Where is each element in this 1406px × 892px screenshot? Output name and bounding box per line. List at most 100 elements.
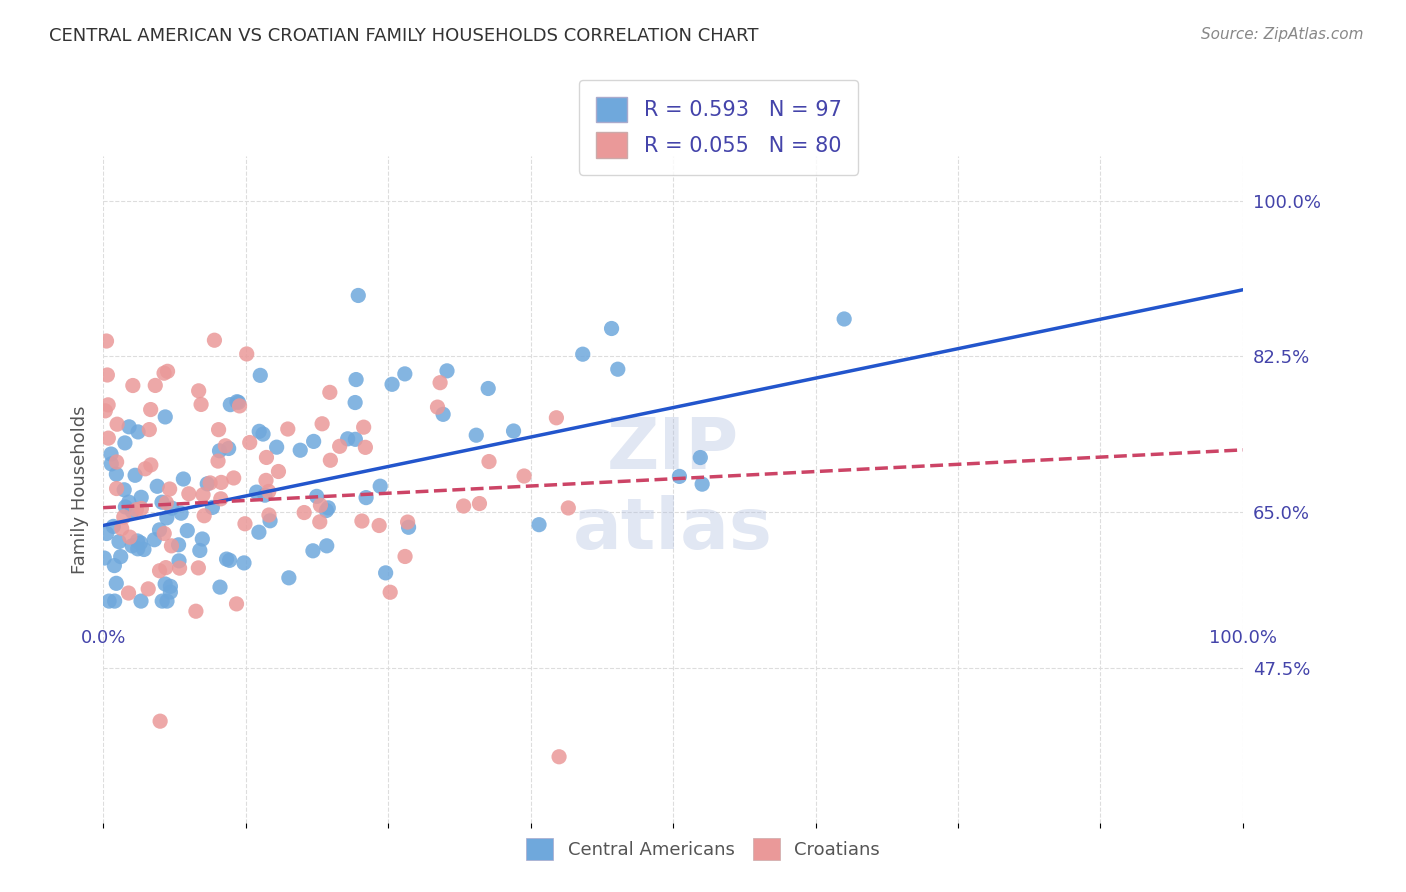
Central Americans (110, 549, 132, 564)
Croatians (453, 499, 475, 513)
Central Americans (228, 395, 250, 409)
Central Americans (316, 500, 339, 515)
Central Americans (315, 503, 337, 517)
Croatians (138, 423, 160, 437)
Central Americans (571, 347, 593, 361)
Central Americans (305, 489, 328, 503)
Central Americans (156, 511, 179, 525)
Croatians (207, 423, 229, 437)
Croatians (319, 385, 342, 400)
Central Americans (225, 394, 247, 409)
Central Americans (93, 551, 115, 566)
Croatians (125, 502, 148, 516)
Croatians (228, 399, 250, 413)
Y-axis label: Family Households: Family Households (72, 406, 89, 574)
Central Americans (302, 544, 325, 558)
Croatians (233, 516, 256, 531)
Croatians (187, 384, 209, 398)
Croatians (380, 585, 402, 599)
Text: CENTRAL AMERICAN VS CROATIAN FAMILY HOUSEHOLDS CORRELATION CHART: CENTRAL AMERICAN VS CROATIAN FAMILY HOUS… (49, 27, 759, 45)
Croatians (193, 508, 215, 523)
Croatians (354, 441, 377, 455)
Croatians (131, 501, 153, 516)
Central Americans (121, 539, 143, 553)
Croatians (309, 498, 332, 512)
Croatians (105, 482, 128, 496)
Croatians (311, 417, 333, 431)
Central Americans (215, 552, 238, 566)
Central Americans (247, 525, 270, 540)
Croatians (368, 518, 391, 533)
Central Americans (127, 425, 149, 439)
Central Americans (167, 538, 190, 552)
Text: Source: ZipAtlas.com: Source: ZipAtlas.com (1201, 27, 1364, 42)
Central Americans (150, 594, 173, 608)
Croatians (96, 368, 118, 382)
Central Americans (160, 501, 183, 516)
Croatians (204, 333, 226, 347)
Croatians (478, 454, 501, 468)
Central Americans (159, 585, 181, 599)
Central Americans (832, 312, 855, 326)
Central Americans (302, 434, 325, 449)
Central Americans (668, 469, 690, 483)
Central Americans (336, 432, 359, 446)
Central Americans (398, 520, 420, 534)
Central Americans (143, 533, 166, 547)
Central Americans (127, 533, 149, 548)
Central Americans (201, 500, 224, 515)
Central Americans (247, 425, 270, 439)
Central Americans (219, 398, 242, 412)
Croatians (177, 487, 200, 501)
Central Americans (103, 558, 125, 573)
Croatians (187, 561, 209, 575)
Central Americans (150, 495, 173, 509)
Central Americans (159, 579, 181, 593)
Croatians (97, 398, 120, 412)
Croatians (214, 439, 236, 453)
Text: 0.0%: 0.0% (80, 630, 125, 648)
Legend: Central Americans, Croatians: Central Americans, Croatians (512, 823, 894, 874)
Croatians (267, 465, 290, 479)
Croatians (155, 560, 177, 574)
Central Americans (191, 532, 214, 546)
Central Americans (259, 514, 281, 528)
Croatians (254, 474, 277, 488)
Central Americans (195, 476, 218, 491)
Croatians (319, 453, 342, 467)
Central Americans (502, 424, 524, 438)
Croatians (191, 488, 214, 502)
Text: ZIP
atlas: ZIP atlas (574, 416, 773, 565)
Central Americans (155, 409, 177, 424)
Central Americans (606, 362, 628, 376)
Croatians (222, 471, 245, 485)
Central Americans (344, 373, 367, 387)
Central Americans (103, 519, 125, 533)
Central Americans (156, 594, 179, 608)
Croatians (239, 435, 262, 450)
Croatians (94, 404, 117, 418)
Croatians (353, 420, 375, 434)
Central Americans (129, 594, 152, 608)
Croatians (153, 366, 176, 380)
Croatians (426, 400, 449, 414)
Croatians (207, 454, 229, 468)
Croatians (105, 417, 128, 432)
Croatians (134, 462, 156, 476)
Central Americans (127, 541, 149, 556)
Central Americans (108, 534, 131, 549)
Croatians (329, 439, 352, 453)
Central Americans (129, 491, 152, 505)
Central Americans (114, 500, 136, 514)
Croatians (111, 521, 134, 535)
Central Americans (245, 485, 267, 500)
Croatians (117, 586, 139, 600)
Central Americans (118, 420, 141, 434)
Central Americans (233, 556, 256, 570)
Central Americans (153, 577, 176, 591)
Central Americans (253, 488, 276, 502)
Central Americans (96, 526, 118, 541)
Central Americans (218, 442, 240, 456)
Croatians (209, 475, 232, 490)
Croatians (548, 749, 571, 764)
